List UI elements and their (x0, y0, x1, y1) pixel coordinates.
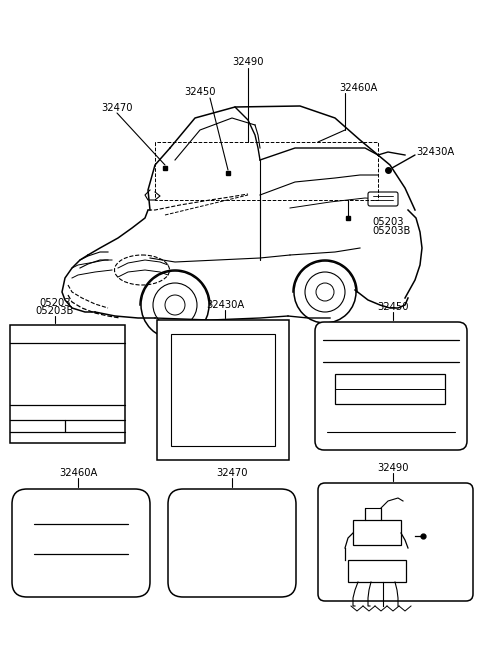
FancyBboxPatch shape (12, 489, 150, 597)
Text: 32490: 32490 (377, 463, 409, 473)
Text: 32450: 32450 (377, 302, 409, 312)
Text: 32470: 32470 (216, 468, 248, 478)
Bar (353, 520, 401, 545)
Circle shape (294, 261, 356, 323)
FancyBboxPatch shape (318, 483, 473, 601)
Bar (10, 325, 125, 443)
Text: 05203B: 05203B (36, 306, 74, 316)
Text: 32430A: 32430A (416, 147, 454, 157)
Text: 05203: 05203 (39, 298, 71, 308)
Text: 32490: 32490 (232, 57, 264, 67)
Text: 32450: 32450 (184, 87, 216, 97)
FancyBboxPatch shape (315, 322, 467, 450)
FancyBboxPatch shape (368, 192, 398, 206)
FancyBboxPatch shape (168, 489, 296, 597)
Bar (348, 560, 406, 582)
Text: 05203: 05203 (372, 217, 404, 227)
Text: 05203B: 05203B (372, 226, 410, 236)
Bar (171, 334, 275, 446)
Bar (157, 320, 289, 460)
Text: 32470: 32470 (101, 103, 133, 113)
Bar (335, 374, 445, 404)
Text: 32460A: 32460A (59, 468, 97, 478)
Circle shape (141, 271, 209, 339)
Text: 32460A: 32460A (339, 83, 377, 93)
Text: 32430A: 32430A (206, 300, 244, 310)
